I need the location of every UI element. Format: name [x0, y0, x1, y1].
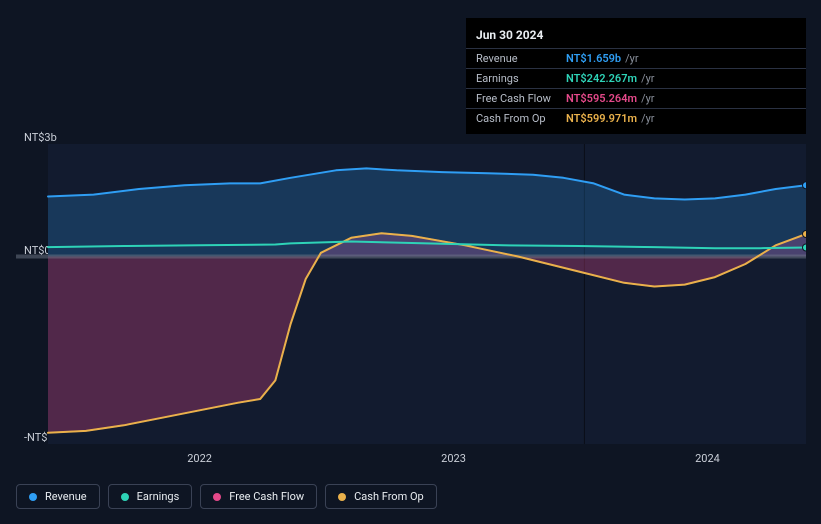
legend-item-label: Revenue: [45, 490, 87, 503]
tooltip-row-value: NT$595.264m: [566, 92, 637, 105]
legend-dot-icon: [121, 493, 129, 501]
legend-item[interactable]: Free Cash Flow: [200, 484, 317, 509]
legend-item-label: Earnings: [137, 490, 180, 503]
x-axis-label: 2024: [695, 452, 720, 465]
chart-plot[interactable]: [16, 144, 806, 444]
financial-chart: Jun 30 2024 RevenueNT$1.659b/yrEarningsN…: [0, 0, 821, 524]
x-axis-label: 2023: [441, 452, 466, 465]
tooltip-row-label: Cash From Op: [476, 112, 566, 125]
series-end-marker: [803, 244, 807, 251]
tooltip-row-value: NT$599.971m: [566, 112, 637, 125]
legend-dot-icon: [338, 493, 346, 501]
tooltip-row-value: NT$1.659b: [566, 52, 621, 65]
tooltip-row-suffix: /yr: [641, 72, 654, 85]
tooltip-row-suffix: /yr: [641, 92, 654, 105]
chart-tooltip: Jun 30 2024 RevenueNT$1.659b/yrEarningsN…: [466, 18, 806, 134]
legend-item[interactable]: Earnings: [108, 484, 193, 509]
tooltip-row-suffix: /yr: [625, 52, 638, 65]
tooltip-row-suffix: /yr: [641, 112, 654, 125]
legend-item[interactable]: Revenue: [16, 484, 100, 509]
legend-dot-icon: [29, 493, 37, 501]
y-axis-label: NT$3b: [24, 131, 57, 144]
legend-item-label: Free Cash Flow: [229, 490, 304, 503]
legend-dot-icon: [213, 493, 221, 501]
tooltip-date: Jun 30 2024: [466, 24, 806, 48]
tooltip-row: RevenueNT$1.659b/yr: [466, 48, 806, 68]
tooltip-row-label: Earnings: [476, 72, 566, 85]
legend-item-label: Cash From Op: [354, 490, 424, 503]
tooltip-row: Free Cash FlowNT$595.264m/yr: [466, 88, 806, 108]
tooltip-row-label: Free Cash Flow: [476, 92, 566, 105]
tooltip-row: EarningsNT$242.267m/yr: [466, 68, 806, 88]
series-end-marker: [803, 231, 807, 238]
series-end-marker: [803, 182, 807, 189]
tooltip-row: Cash From OpNT$599.971m/yr: [466, 108, 806, 128]
tooltip-row-value: NT$242.267m: [566, 72, 637, 85]
tooltip-row-label: Revenue: [476, 52, 566, 65]
x-axis-label: 2022: [187, 452, 212, 465]
chart-legend: Revenue Earnings Free Cash Flow Cash From O…: [16, 484, 437, 509]
legend-item[interactable]: Cash From Op: [325, 484, 437, 509]
